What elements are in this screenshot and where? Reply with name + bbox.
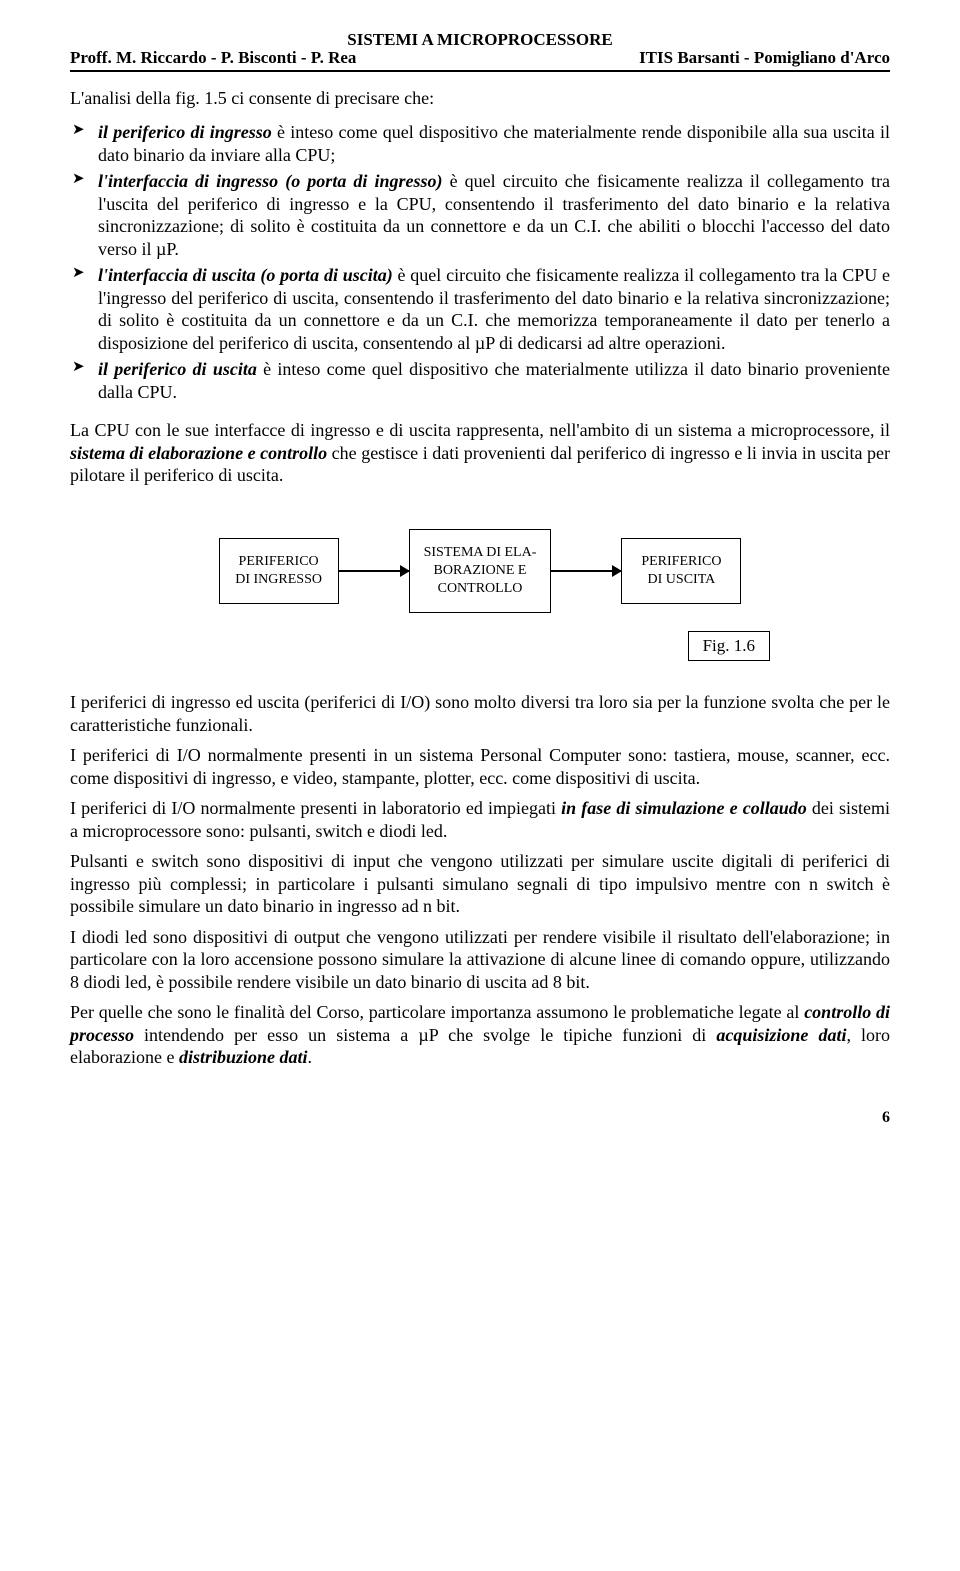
- header-school: ITIS Barsanti - Pomigliano d'Arco: [639, 48, 890, 68]
- paragraph: I periferici di ingresso ed uscita (peri…: [70, 691, 890, 736]
- bullet-strong: il periferico di uscita: [98, 359, 257, 379]
- para-strong: in fase di simulazione e collaudo: [561, 798, 807, 818]
- diagram-container: PERIFERICO DI INGRESSO SISTEMA DI ELA- B…: [70, 529, 890, 662]
- bullet-strong: il periferico di ingresso: [98, 122, 272, 142]
- para-strong: acquisizione dati: [716, 1025, 846, 1045]
- paragraph: I diodi led sono dispositivi di output c…: [70, 926, 890, 994]
- box-line: BORAZIONE E: [434, 563, 527, 578]
- bullet-strong: l'interfaccia di uscita (o porta di usci…: [98, 265, 393, 285]
- box-line: CONTROLLO: [438, 581, 523, 596]
- bullet-item: l'interfaccia di uscita (o porta di usci…: [98, 264, 890, 354]
- box-line: DI INGRESSO: [235, 572, 322, 587]
- paragraph: I periferici di I/O normalmente presenti…: [70, 744, 890, 789]
- box-line: PERIFERICO: [239, 554, 319, 569]
- block-diagram: PERIFERICO DI INGRESSO SISTEMA DI ELA- B…: [70, 529, 890, 614]
- bullet-list: il periferico di ingresso è inteso come …: [70, 121, 890, 403]
- header-title: SISTEMI A MICROPROCESSORE: [70, 30, 890, 50]
- page-header: SISTEMI A MICROPROCESSORE Proff. M. Ricc…: [70, 30, 890, 72]
- paragraph: Per quelle che sono le finalità del Cors…: [70, 1001, 890, 1069]
- diagram-box-output: PERIFERICO DI USCITA: [621, 538, 741, 604]
- para-text: Per quelle che sono le finalità del Cors…: [70, 1002, 804, 1022]
- para-strong: sistema di elaborazione e controllo: [70, 443, 327, 463]
- arrow-icon: [339, 570, 409, 572]
- paragraph: La CPU con le sue interfacce di ingresso…: [70, 419, 890, 487]
- bullet-item: l'interfaccia di ingresso (o porta di in…: [98, 170, 890, 260]
- diagram-box-input: PERIFERICO DI INGRESSO: [219, 538, 339, 604]
- para-text: .: [307, 1047, 312, 1067]
- page-number: 6: [70, 1109, 890, 1127]
- bullet-item: il periferico di ingresso è inteso come …: [98, 121, 890, 166]
- paragraph: I periferici di I/O normalmente presenti…: [70, 797, 890, 842]
- para-strong: distribuzione dati: [179, 1047, 308, 1067]
- bullet-strong: l'interfaccia di ingresso (o porta di in…: [98, 171, 443, 191]
- box-line: SISTEMA DI ELA-: [424, 545, 537, 560]
- para-text: I periferici di I/O normalmente presenti…: [70, 798, 561, 818]
- para-text: intendendo per esso un sistema a µP che …: [134, 1025, 716, 1045]
- figure-label: Fig. 1.6: [688, 631, 770, 661]
- bullet-item: il periferico di uscita è inteso come qu…: [98, 358, 890, 403]
- figure-label-row: Fig. 1.6: [70, 631, 890, 661]
- box-line: DI USCITA: [648, 572, 716, 587]
- page: SISTEMI A MICROPROCESSORE Proff. M. Ricc…: [0, 0, 960, 1157]
- paragraph: Pulsanti e switch sono dispositivi di in…: [70, 850, 890, 918]
- diagram-box-processing: SISTEMA DI ELA- BORAZIONE E CONTROLLO: [409, 529, 552, 614]
- header-authors: Proff. M. Riccardo - P. Bisconti - P. Re…: [70, 48, 356, 68]
- box-line: PERIFERICO: [641, 554, 721, 569]
- para-text: La CPU con le sue interfacce di ingresso…: [70, 420, 890, 440]
- intro-line: L'analisi della fig. 1.5 ci consente di …: [70, 88, 890, 109]
- arrow-icon: [551, 570, 621, 572]
